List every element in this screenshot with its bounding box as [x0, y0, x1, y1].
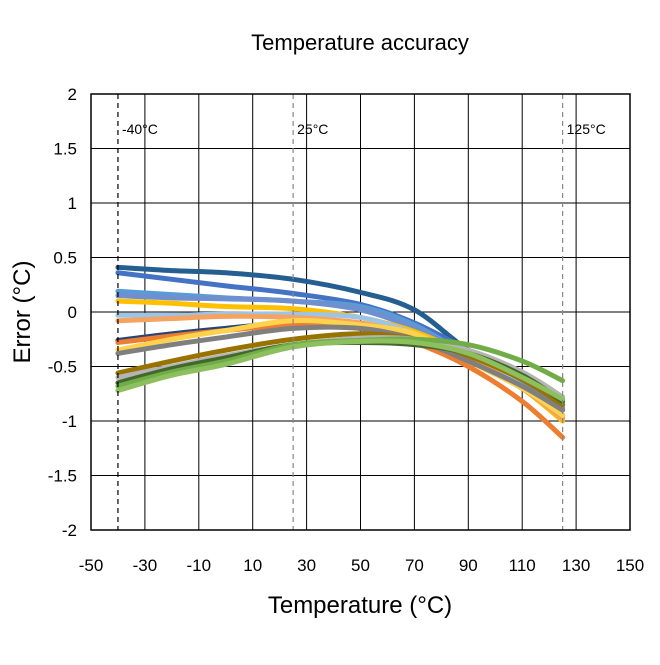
- series-line-s16: [115, 338, 566, 402]
- y-tick-label: 1.5: [53, 140, 77, 159]
- y-tick-label: 1: [68, 194, 77, 213]
- y-tick-label: 0.5: [53, 249, 77, 268]
- x-tick-label: 110: [509, 556, 536, 575]
- x-axis-label: Temperature (°C): [268, 592, 452, 619]
- y-tick-label: -0.5: [48, 358, 77, 377]
- x-tick-label: 130: [562, 556, 590, 575]
- x-tick-label: -10: [187, 556, 212, 575]
- y-tick-label: 2: [68, 85, 77, 104]
- chart-title: Temperature accuracy: [251, 30, 469, 55]
- x-tick-label: 70: [405, 556, 424, 575]
- x-tick-label: 50: [351, 556, 370, 575]
- temperature-marker-label: -40°C: [122, 121, 158, 137]
- y-tick-label: -1: [62, 412, 77, 431]
- plot-border: [90, 93, 631, 531]
- x-tick-label: 30: [297, 556, 316, 575]
- y-tick-label: -1.5: [48, 467, 77, 486]
- y-tick-label: 0: [68, 303, 77, 322]
- temperature-marker-label: 125°C: [567, 121, 606, 137]
- y-axis-label: Error (°C): [9, 261, 36, 364]
- x-tick-label: -30: [133, 556, 158, 575]
- x-tick-label: 90: [459, 556, 478, 575]
- x-tick-label: -50: [79, 556, 104, 575]
- temperature-marker-label: 25°C: [297, 121, 328, 137]
- series-line-s11: [115, 324, 566, 413]
- y-tick-label: -2: [62, 521, 77, 540]
- x-tick-label: 150: [616, 556, 644, 575]
- x-tick-label: 10: [243, 556, 262, 575]
